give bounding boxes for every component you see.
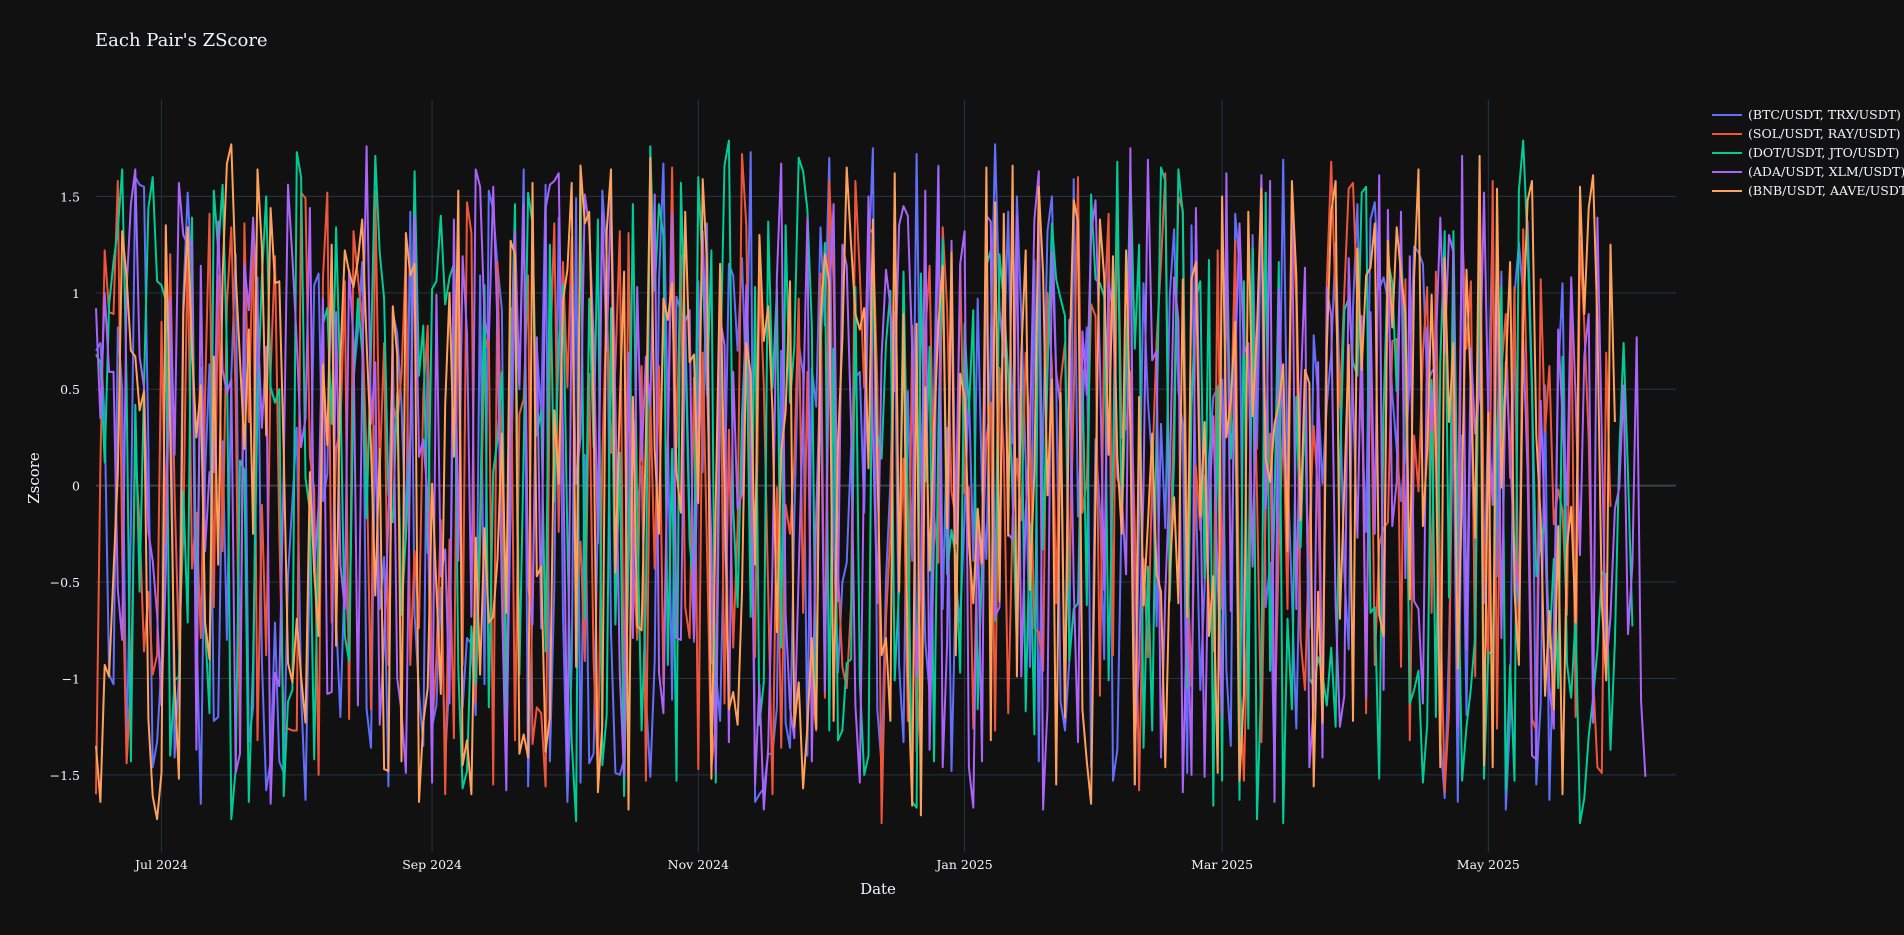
y-tick-label: −1 — [62, 671, 80, 686]
x-axis-title: Date — [860, 880, 896, 898]
y-axis-title: Zscore — [25, 452, 43, 504]
legend-item-1[interactable]: (BTC/USDT, TRX/USDT) — [1712, 105, 1904, 124]
legend-item-2[interactable]: (SOL/USDT, RAY/USDT) — [1712, 124, 1904, 143]
series-lines — [95, 139, 1647, 825]
series-line-5 — [95, 143, 1616, 821]
y-tick-label: 1.5 — [60, 189, 80, 204]
legend-item-3[interactable]: (DOT/USDT, JTO/USDT) — [1712, 143, 1904, 162]
x-tick-label: May 2025 — [1457, 857, 1520, 872]
x-tick-label: Jul 2024 — [133, 857, 188, 872]
legend-swatch — [1712, 151, 1742, 154]
legend-swatch — [1712, 189, 1742, 192]
legend-label: (SOL/USDT, RAY/USDT) — [1748, 126, 1901, 141]
x-tick-label: Mar 2025 — [1191, 857, 1253, 872]
y-tick-label: 1 — [72, 286, 80, 301]
y-tick-label: 0.5 — [60, 382, 80, 397]
legend-item-4[interactable]: (ADA/USDT, XLM/USDT) — [1712, 162, 1904, 181]
legend-swatch — [1712, 170, 1742, 173]
legend-swatch — [1712, 113, 1742, 116]
x-tick-label: Jan 2025 — [934, 857, 992, 872]
x-tick-label: Sep 2024 — [402, 857, 462, 872]
legend-label: (ADA/USDT, XLM/USDT) — [1748, 164, 1904, 179]
tick-labels: −1.5 −1 −0.5 0 0.5 1 1.5 Jul 2024 Sep 2024 Nov 20… — [50, 189, 1520, 872]
series-line-3 — [95, 139, 1634, 825]
legend-label: (BNB/USDT, AAVE/USDT) — [1748, 183, 1904, 198]
y-tick-label: 0 — [72, 479, 80, 494]
legend-item-5[interactable]: (BNB/USDT, AAVE/USDT) — [1712, 181, 1904, 200]
legend: (BTC/USDT, TRX/USDT) (SOL/USDT, RAY/USDT)… — [1712, 105, 1904, 200]
legend-label: (BTC/USDT, TRX/USDT) — [1748, 107, 1901, 122]
x-tick-label: Nov 2024 — [668, 857, 729, 872]
chart-title: Each Pair's ZScore — [95, 30, 268, 51]
legend-label: (DOT/USDT, JTO/USDT) — [1748, 145, 1900, 160]
series-line-1 — [95, 143, 1568, 811]
y-tick-label: −0.5 — [50, 575, 80, 590]
y-tick-label: −1.5 — [50, 768, 80, 783]
legend-swatch — [1712, 132, 1742, 135]
